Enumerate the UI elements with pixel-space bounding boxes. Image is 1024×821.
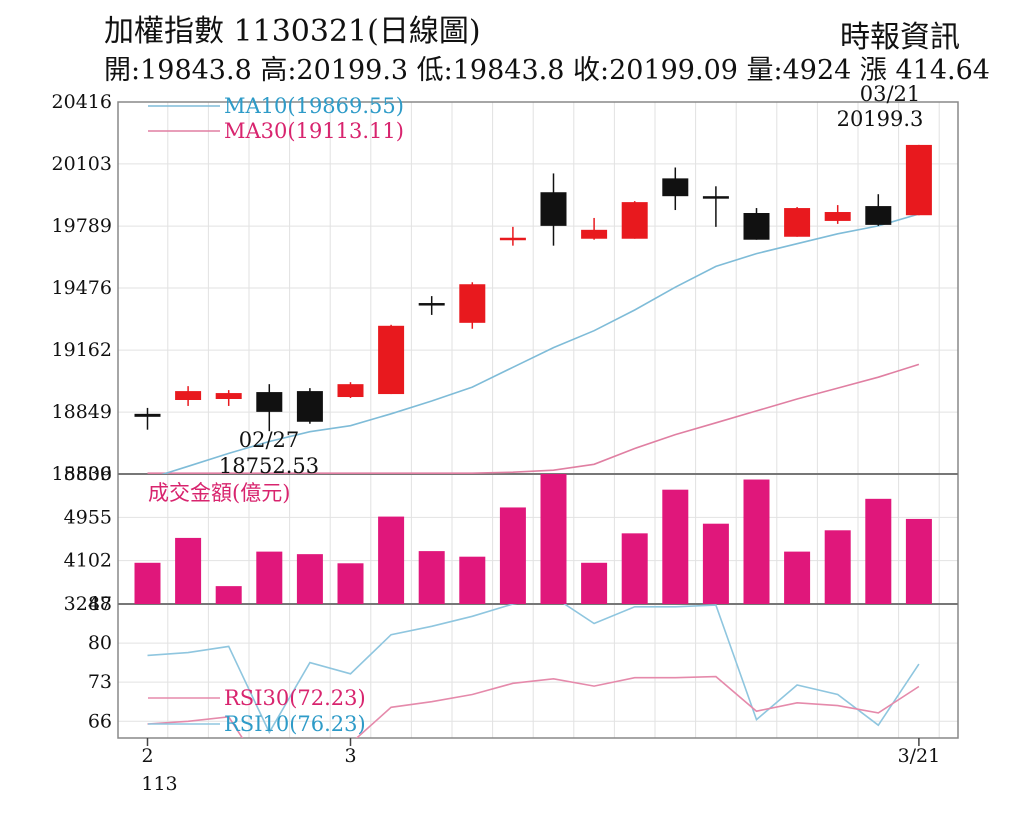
turnover-title: 成交金額(億元)	[148, 481, 290, 505]
turnover-bar	[905, 518, 932, 604]
candle-body	[865, 206, 892, 225]
turnover-y-tick-label: 4955	[64, 506, 112, 528]
high-value-annotation: 20199.3	[837, 107, 924, 131]
price-y-tick-label: 20103	[52, 153, 112, 175]
candle-body	[743, 213, 770, 240]
candle-body	[459, 284, 486, 323]
candle-body	[378, 325, 405, 395]
rsi-y-tick-label: 73	[88, 671, 112, 693]
candle-body	[215, 393, 242, 400]
turnover-bar	[418, 551, 445, 604]
x-year-label: 113	[141, 773, 177, 795]
ma30-line	[147, 363, 920, 474]
turnover-bar	[256, 551, 283, 604]
rsi-y-tick-label: 87	[88, 593, 112, 615]
candle-body	[540, 192, 567, 226]
turnover-bar	[621, 533, 648, 604]
price-y-tick-label: 19162	[52, 339, 112, 361]
candle-body	[581, 229, 608, 239]
rsi30-legend-label: RSI30(72.23)	[224, 686, 366, 710]
candle-body	[662, 178, 689, 197]
candle-body	[337, 384, 364, 398]
turnover-y-tick-label: 5809	[64, 463, 112, 485]
turnover-bar	[296, 554, 323, 604]
low-value-annotation: 18752.53	[219, 454, 319, 478]
source-label: 時報資訊	[840, 20, 960, 55]
plot-frame	[117, 101, 959, 739]
rsi-y-tick-label: 80	[88, 632, 112, 654]
turnover-bar	[378, 516, 405, 604]
turnover-bar	[134, 562, 161, 604]
candle-body	[905, 144, 932, 216]
turnover-y-tick-label: 4102	[64, 550, 112, 572]
turnover-bar	[702, 523, 729, 604]
ma10-legend-label: MA10(19869.55)	[224, 94, 404, 118]
turnover-bar	[865, 498, 892, 604]
candle-body	[824, 212, 851, 221]
candle-body	[134, 413, 161, 417]
candle-body	[418, 303, 445, 306]
rsi10-legend-label: RSI10(76.23)	[224, 712, 366, 736]
x-tick-label: 3	[344, 745, 356, 767]
ma10-line	[161, 213, 920, 474]
turnover-bar	[743, 479, 770, 604]
ma30-legend-label: MA30(19113.11)	[224, 119, 404, 143]
chart-title: 加權指數 1130321(日線圖)	[104, 14, 481, 49]
price-y-tick-label: 18849	[52, 401, 112, 423]
price-y-tick-label: 20416	[52, 91, 112, 113]
rsi30-line	[147, 675, 920, 738]
turnover-bar	[459, 556, 486, 604]
x-tick-label: 2	[141, 745, 153, 767]
turnover-bar	[540, 474, 567, 604]
turnover-bar	[581, 562, 608, 604]
turnover-bar	[337, 563, 364, 604]
candle-body	[296, 391, 323, 422]
candle-body	[784, 208, 811, 237]
candle-body	[175, 391, 202, 400]
low-date-annotation: 02/27	[239, 428, 300, 452]
turnover-bar	[175, 537, 202, 604]
ohlc-summary: 開:19843.8 高:20199.3 低:19843.8 收:20199.09…	[104, 55, 990, 86]
turnover-bar	[824, 530, 851, 604]
rsi10-line	[147, 604, 920, 735]
rsi-y-tick-label: 66	[88, 710, 112, 732]
price-y-tick-label: 18536	[52, 463, 112, 485]
turnover-bar	[662, 489, 689, 604]
x-tick-label: 3/21	[898, 745, 941, 767]
candle-body	[702, 196, 729, 199]
price-y-tick-label: 19789	[52, 215, 112, 237]
turnover-bar	[215, 586, 242, 604]
turnover-bar	[499, 507, 526, 604]
candle-body	[621, 202, 648, 239]
price-y-tick-label: 19476	[52, 277, 112, 299]
turnover-bar	[784, 551, 811, 604]
high-date-annotation: 03/21	[860, 82, 921, 106]
candle-body	[499, 237, 526, 241]
turnover-y-tick-label: 3248	[64, 593, 112, 615]
candle-body	[256, 392, 283, 412]
